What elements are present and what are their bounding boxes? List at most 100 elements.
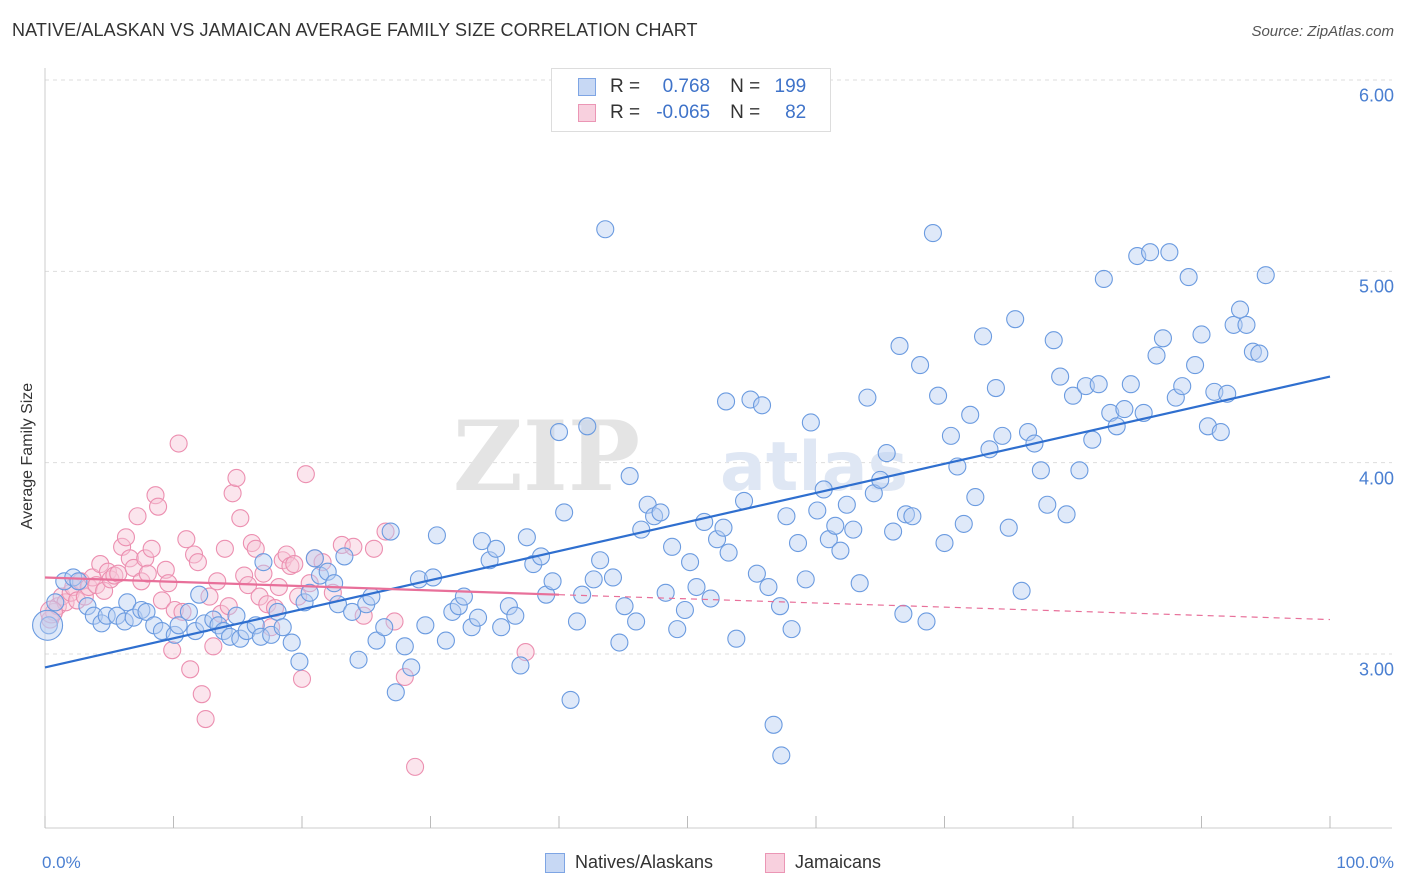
natives-alaskans-point bbox=[668, 620, 687, 639]
natives-alaskans-point bbox=[596, 220, 615, 239]
natives-alaskans-point bbox=[1083, 430, 1102, 449]
jamaicans-point bbox=[188, 553, 207, 572]
natives-alaskans-point bbox=[591, 551, 610, 570]
natives-alaskans-point bbox=[343, 602, 362, 621]
natives-alaskans-point bbox=[561, 690, 580, 709]
natives-alaskans-point bbox=[499, 597, 518, 616]
jamaicans-points bbox=[39, 434, 535, 776]
x-tick-label-max: 100.0% bbox=[1336, 853, 1394, 872]
natives-alaskans-point bbox=[850, 574, 869, 593]
natives-alaskans-point bbox=[1160, 243, 1179, 262]
jamaicans-trend-line bbox=[44, 576, 560, 596]
legend-swatch-blue bbox=[545, 852, 565, 873]
jamaicans-point bbox=[354, 606, 373, 625]
natives-alaskans-point bbox=[578, 417, 597, 436]
natives-alaskans-point bbox=[716, 392, 736, 411]
natives-alaskans-point bbox=[1057, 505, 1076, 524]
legend-n-value: 82 bbox=[785, 102, 807, 123]
natives-alaskans-point bbox=[480, 551, 499, 570]
jamaicans-point bbox=[344, 537, 363, 556]
legend-label-natives: Natives/Alaskans bbox=[575, 852, 714, 872]
natives-alaskans-point bbox=[603, 568, 623, 587]
natives-alaskans-point bbox=[305, 549, 324, 568]
jamaicans-point bbox=[169, 434, 188, 453]
natives-alaskans-point bbox=[427, 526, 446, 545]
jamaicans-point bbox=[149, 497, 168, 516]
correlation-legend: R = 0.768 N = 199 R = -0.065 N = 82 bbox=[551, 68, 831, 132]
natives-alaskans-point bbox=[986, 378, 1005, 398]
jamaicans-point bbox=[292, 669, 312, 688]
y-tick-label: 6.00 bbox=[1358, 85, 1394, 106]
jamaicans-point bbox=[364, 539, 384, 558]
natives-alaskans-point bbox=[1153, 329, 1172, 348]
natives-alaskans-point bbox=[808, 501, 827, 520]
natives-alaskans-point bbox=[941, 426, 960, 445]
natives-alaskans-point bbox=[375, 618, 394, 637]
jamaicans-point bbox=[120, 549, 139, 568]
natives-alaskans-point bbox=[32, 609, 64, 641]
natives-alaskans-point bbox=[1231, 300, 1250, 319]
natives-alaskans-point bbox=[681, 553, 700, 572]
legend-item-jamaicans[interactable]: Jamaicans bbox=[765, 852, 881, 873]
natives-alaskans-point bbox=[1051, 367, 1070, 386]
jamaicans-point bbox=[128, 507, 147, 526]
natives-alaskans-point bbox=[84, 606, 103, 625]
natives-alaskans-point bbox=[1250, 344, 1269, 363]
natives-alaskans-point bbox=[903, 507, 922, 526]
natives-alaskans-point bbox=[137, 602, 156, 621]
jamaicans-point bbox=[227, 468, 246, 488]
natives-alaskans-point bbox=[770, 597, 790, 616]
natives-alaskans-point bbox=[1012, 581, 1031, 600]
natives-alaskans-point bbox=[651, 503, 670, 522]
natives-alaskans-point bbox=[701, 589, 720, 608]
natives-alaskans-point bbox=[468, 608, 488, 627]
jamaicans-point bbox=[156, 560, 175, 579]
natives-alaskans-point bbox=[524, 555, 543, 574]
natives-alaskans-point bbox=[1031, 461, 1050, 480]
natives-alaskans-point bbox=[1038, 495, 1057, 514]
jamaicans-point bbox=[177, 530, 196, 549]
natives-alaskans-point bbox=[687, 577, 706, 597]
natives-alaskans-point bbox=[656, 583, 675, 602]
jamaicans-point bbox=[204, 637, 223, 656]
legend-row-jamaicans: R = -0.065 N = 82 bbox=[578, 101, 806, 125]
natives-alaskans-point bbox=[1018, 423, 1038, 442]
natives-alaskans-point bbox=[190, 585, 209, 604]
natives-alaskans-point bbox=[1121, 375, 1140, 394]
natives-alaskans-point bbox=[1173, 377, 1192, 396]
natives-alaskans-point bbox=[1243, 342, 1262, 361]
legend-n-label: N = bbox=[730, 102, 761, 123]
jamaicans-point bbox=[136, 549, 155, 568]
natives-alaskans-point bbox=[78, 597, 97, 616]
natives-alaskans-point bbox=[911, 356, 930, 375]
natives-alaskans-trend-line bbox=[44, 375, 1331, 669]
natives-alaskans-point bbox=[961, 405, 980, 424]
watermark-zip: ZIP bbox=[453, 400, 640, 513]
natives-alaskans-point bbox=[115, 612, 134, 631]
source-label: Source: ZipAtlas.com bbox=[1251, 23, 1394, 40]
legend-r-value: 0.768 bbox=[662, 76, 711, 97]
jamaicans-point bbox=[159, 574, 178, 593]
y-tick-label: 3.00 bbox=[1358, 659, 1394, 680]
natives-alaskans-point bbox=[436, 631, 455, 650]
natives-alaskans-point bbox=[1192, 325, 1211, 344]
x-tick-label-min: 0.0% bbox=[42, 853, 81, 872]
jamaicans-point bbox=[246, 539, 265, 558]
jamaicans-point bbox=[165, 600, 184, 620]
natives-alaskans-point bbox=[620, 467, 639, 486]
natives-alaskans-point bbox=[492, 618, 511, 637]
legend-item-natives[interactable]: Natives/Alaskans bbox=[545, 852, 713, 873]
natives-alaskans-point bbox=[282, 633, 301, 652]
jamaicans-point bbox=[231, 509, 250, 528]
natives-alaskans-point bbox=[325, 574, 344, 593]
natives-alaskans-point bbox=[486, 539, 506, 558]
natives-alaskans-point bbox=[777, 507, 796, 526]
legend-label-jamaicans: Jamaicans bbox=[795, 852, 882, 872]
natives-alaskans-point bbox=[954, 514, 973, 533]
natives-alaskans-point bbox=[472, 532, 491, 551]
natives-alaskans-points bbox=[32, 220, 1275, 765]
natives-alaskans-point bbox=[549, 423, 569, 442]
natives-alaskans-point bbox=[858, 388, 877, 407]
natives-alaskans-point bbox=[627, 612, 646, 631]
natives-alaskans-point bbox=[632, 520, 651, 539]
